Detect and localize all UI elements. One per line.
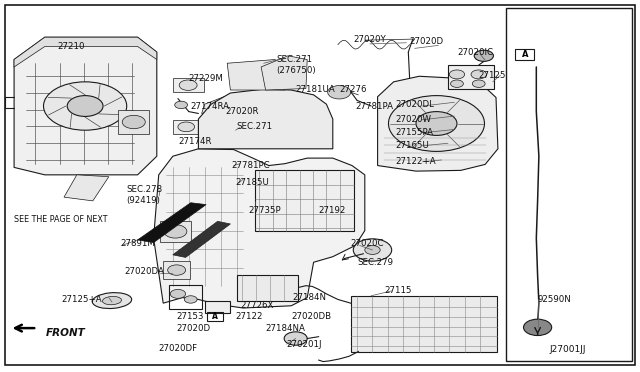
Bar <box>173 120 200 134</box>
Circle shape <box>179 80 197 90</box>
Text: 27122: 27122 <box>236 312 263 321</box>
Text: (92419): (92419) <box>127 196 161 205</box>
Circle shape <box>451 80 463 87</box>
Text: J27001JJ: J27001JJ <box>549 345 586 354</box>
Text: SEC.271: SEC.271 <box>276 55 312 64</box>
Text: 27020IC: 27020IC <box>458 48 493 57</box>
Text: FRONT: FRONT <box>46 328 86 338</box>
Circle shape <box>122 115 145 129</box>
Text: 27020D: 27020D <box>176 324 210 333</box>
Circle shape <box>449 70 465 79</box>
Text: 27020W: 27020W <box>396 115 431 124</box>
Bar <box>160 221 191 242</box>
Text: 27020Y: 27020Y <box>353 35 386 44</box>
Circle shape <box>178 122 195 132</box>
Polygon shape <box>198 89 333 149</box>
Polygon shape <box>154 149 365 308</box>
Text: 27020DB: 27020DB <box>291 312 332 321</box>
Ellipse shape <box>102 296 122 305</box>
Text: (276750): (276750) <box>276 66 316 75</box>
Text: 27229M: 27229M <box>189 74 223 83</box>
Circle shape <box>170 289 186 298</box>
Text: 27184NA: 27184NA <box>266 324 305 333</box>
Circle shape <box>328 86 351 99</box>
Text: SEC.279: SEC.279 <box>357 258 393 267</box>
Polygon shape <box>14 37 157 175</box>
Circle shape <box>474 50 493 61</box>
Bar <box>506 8 632 361</box>
Text: 27726X: 27726X <box>240 301 273 310</box>
Circle shape <box>67 96 103 116</box>
Bar <box>207 312 223 321</box>
Bar <box>237 275 298 301</box>
Polygon shape <box>173 221 230 257</box>
Text: 27185U: 27185U <box>236 178 269 187</box>
Circle shape <box>184 296 197 303</box>
Text: 27276: 27276 <box>339 85 367 94</box>
Text: 27174RA: 27174RA <box>191 102 230 110</box>
Circle shape <box>471 70 486 79</box>
Text: 27184N: 27184N <box>292 293 326 302</box>
Bar <box>169 285 202 309</box>
Circle shape <box>416 112 457 135</box>
Text: SEC.278: SEC.278 <box>127 185 163 194</box>
Bar <box>163 261 190 279</box>
Text: A: A <box>522 50 528 59</box>
Text: 27020DF: 27020DF <box>159 344 198 353</box>
Polygon shape <box>261 56 307 90</box>
Text: 27181UA: 27181UA <box>296 85 335 94</box>
Text: 27020DL: 27020DL <box>396 100 435 109</box>
Text: 27210: 27210 <box>58 42 85 51</box>
Bar <box>205 301 230 313</box>
Polygon shape <box>14 37 157 67</box>
Text: 27020DA: 27020DA <box>125 267 164 276</box>
Text: 27125+A: 27125+A <box>61 295 102 304</box>
Text: 27020R: 27020R <box>225 107 259 116</box>
Text: 27192: 27192 <box>319 206 346 215</box>
Text: 27165U: 27165U <box>396 141 429 150</box>
Text: 27891M: 27891M <box>120 239 155 248</box>
Text: 27020C: 27020C <box>351 239 384 248</box>
Ellipse shape <box>92 293 132 308</box>
Text: SEE THE PAGE OF NEXT: SEE THE PAGE OF NEXT <box>14 215 108 224</box>
Text: 92590N: 92590N <box>538 295 572 304</box>
Text: 27115: 27115 <box>384 286 412 295</box>
Bar <box>118 110 149 134</box>
Polygon shape <box>202 97 243 113</box>
Circle shape <box>284 332 307 345</box>
Circle shape <box>164 225 187 238</box>
Text: 27125: 27125 <box>479 71 506 80</box>
Polygon shape <box>227 60 285 90</box>
Text: 270201J: 270201J <box>287 340 322 349</box>
Circle shape <box>353 239 392 261</box>
Bar <box>173 78 204 92</box>
Text: 27155PA: 27155PA <box>396 128 433 137</box>
Bar <box>448 65 494 89</box>
Circle shape <box>175 101 188 109</box>
Bar <box>255 170 354 231</box>
Circle shape <box>472 80 485 87</box>
Circle shape <box>365 246 380 254</box>
Circle shape <box>524 319 552 336</box>
Text: 27174R: 27174R <box>178 137 211 146</box>
Text: 27781PA: 27781PA <box>355 102 393 110</box>
Text: 27020D: 27020D <box>410 37 444 46</box>
Text: SEC.271: SEC.271 <box>237 122 273 131</box>
Circle shape <box>388 96 484 151</box>
Circle shape <box>44 82 127 130</box>
Text: 27735P: 27735P <box>248 206 281 215</box>
Text: 27153: 27153 <box>176 312 204 321</box>
Bar <box>515 49 534 60</box>
Polygon shape <box>138 203 206 243</box>
Polygon shape <box>64 175 109 201</box>
Polygon shape <box>378 76 498 171</box>
Bar <box>351 296 497 352</box>
Text: 27122+A: 27122+A <box>396 157 436 166</box>
Text: 27781PC: 27781PC <box>232 161 270 170</box>
Text: A: A <box>212 312 218 321</box>
Circle shape <box>168 265 186 275</box>
